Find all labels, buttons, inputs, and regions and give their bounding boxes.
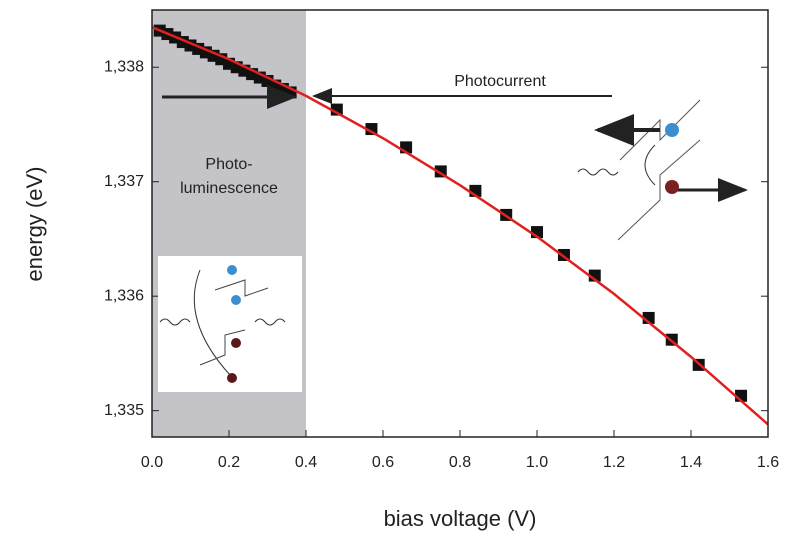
y-tick-label: 1,338 — [104, 58, 144, 75]
inset-diagram — [158, 256, 302, 392]
x-tick-label: 1.0 — [526, 454, 548, 471]
x-tick-label: 1.4 — [680, 454, 702, 471]
y-tick-label: 1,335 — [104, 402, 144, 419]
x-tick-label: 1.6 — [757, 454, 779, 471]
x-tick-label: 0.6 — [372, 454, 394, 471]
background-layer: 0.0 0.2 0.4 0.6 0.8 1.0 1.2 1.4 1.6 1,335 1,336 1,3… — [104, 10, 779, 471]
plot-frame — [151, 9, 769, 438]
data-point — [230, 61, 243, 74]
inset-diagram — [577, 99, 748, 241]
data-point — [365, 123, 378, 136]
x-tick-label: 0.4 — [295, 454, 317, 471]
x-tick-label: 0.8 — [449, 454, 471, 471]
annotation: luminescence — [180, 180, 278, 197]
fit-line — [151, 26, 769, 426]
data-point — [253, 71, 266, 84]
y-axis-label: energy (eV) — [22, 167, 47, 282]
y-tick-label: 1,337 — [104, 173, 144, 190]
data-point — [330, 103, 343, 116]
annotation: Photocurrent — [454, 73, 546, 90]
x-tick-label: 1.2 — [603, 454, 625, 471]
x-tick-label: 0.2 — [218, 454, 240, 471]
y-tick-label: 1,336 — [104, 287, 144, 304]
annotation: Photo- — [205, 156, 252, 173]
x-tick-label: 0.0 — [141, 454, 163, 471]
x-axis-label: bias voltage (V) — [384, 506, 537, 531]
